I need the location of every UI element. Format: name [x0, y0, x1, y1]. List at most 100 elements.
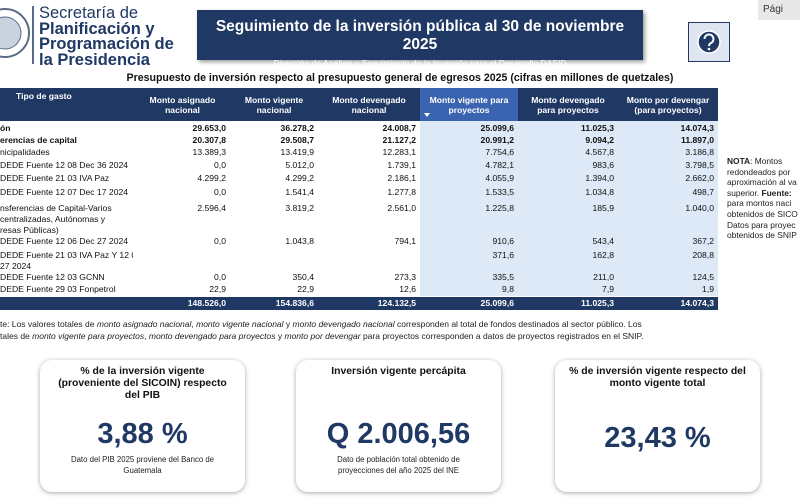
logo-line: Secretaría de: [39, 4, 139, 22]
note-text: Datos para proyec: [727, 219, 796, 230]
cell-value: 7.754,6: [485, 147, 514, 157]
cell-value: 11.897,0: [681, 135, 714, 145]
kpi-card: Inversión vigente percápita Q 2.006,56 Dat…: [296, 360, 501, 492]
note-text: para montos naci: [727, 198, 792, 209]
page-tab[interactable]: Pági: [758, 0, 800, 20]
cell-value: 3.798,5: [685, 160, 714, 170]
footnote-text: monto asignado nacional: [96, 319, 192, 329]
column-header: Monto vigente para proyectos: [420, 88, 518, 121]
cell-value: 1.225,8: [485, 203, 514, 213]
note-line: aproximación al va: [727, 177, 798, 188]
footnote-text: corresponden al total de fondos destinad…: [394, 319, 642, 329]
budget-table: Tipo de gasto Monto asignado nacional Mont…: [0, 88, 718, 310]
cell-value: 5.012,0: [285, 160, 314, 170]
total-bg: [0, 297, 718, 310]
total-value: 11.025,3: [581, 298, 614, 308]
cell-value: 162,8: [592, 250, 614, 260]
note-line: superior. Fuente:: [727, 188, 798, 199]
cell-value: 20.991,2: [480, 135, 514, 145]
total-value: 148.526,0: [187, 298, 226, 308]
cell-value: 7,9: [602, 284, 614, 294]
row-label: DEDE Fuente 21 03 IVA Paz: [0, 173, 110, 183]
help-button[interactable]: [688, 22, 730, 62]
cell-value: 0,0: [214, 272, 226, 282]
cell-value: 910,6: [492, 236, 514, 246]
cell-value: 794,1: [394, 236, 416, 246]
cell-value: 1.739,1: [387, 160, 416, 170]
footnote-line: te: Los valores totales de monto asignad…: [0, 318, 643, 330]
cell-value: 367,2: [692, 236, 714, 246]
row-label: DEDE Fuente 12 07 Dec 17 2024: [0, 187, 129, 197]
note-text: Fuente:: [761, 187, 792, 198]
row-label: resas Públicas): [0, 225, 59, 235]
kpi-title: Inversión vigente percápita: [331, 366, 466, 377]
kpi-card: % de la inversión vigente (proveniente d…: [40, 360, 245, 492]
cell-value: 12.283,1: [382, 147, 416, 157]
title-box: Seguimiento de la inversión pública al 3…: [197, 10, 643, 68]
row-label: ón: [0, 123, 11, 133]
kpi-title: % de la inversión vigente (proveniente d…: [58, 366, 227, 401]
total-value: 25.099,6: [480, 298, 514, 308]
cell-value: 21.127,2: [382, 135, 416, 145]
cell-value: 4.567,8: [585, 147, 614, 157]
kpi-card: % de inversión vigente respecto del mont…: [555, 360, 760, 492]
cell-value: 208,8: [692, 250, 714, 260]
cell-value: 36.278,2: [280, 123, 314, 133]
kpi-value: 3,88 %: [97, 418, 188, 450]
logo-line: la Presidencia: [39, 50, 150, 69]
column-header: Monto asignado nacional: [149, 94, 216, 115]
cell-value: 24.008,7: [382, 123, 416, 133]
cell-value: 1.533,5: [485, 187, 514, 197]
note-text: aproximación al va: [727, 177, 797, 188]
cell-value: 3.819,2: [285, 203, 314, 213]
note-text: NOTA: [727, 156, 751, 166]
kpi-note: Dato de población total obtenido de proy…: [337, 455, 460, 475]
footnote-text: tales de: [0, 331, 33, 341]
note-text: obtenidos de SNIP: [727, 230, 797, 241]
footnote-text: ,: [191, 319, 197, 329]
cell-value: 13.389,3: [192, 147, 226, 157]
footnote-text: te: Los valores totales de: [0, 319, 97, 329]
cell-value: 29.653,0: [192, 123, 226, 133]
cell-value: 1,9: [702, 284, 714, 294]
row-label: DEDE Fuente 12 06 Dec 27 2024: [0, 236, 129, 246]
row-label: nicipalidades: [0, 147, 50, 157]
footnote-line: tales de monto vigente para proyectos, m…: [0, 330, 643, 342]
cell-value: 13.419,9: [280, 147, 314, 157]
total-value: 154.836,6: [275, 298, 314, 308]
note-line: redondeados por: [727, 167, 798, 178]
page-title: Seguimiento de la inversión pública al 3…: [215, 18, 625, 53]
kpi-title: % de inversión vigente respecto del mont…: [569, 366, 746, 389]
cell-value: 4.299,2: [197, 173, 226, 183]
cell-value: 1.277,8: [387, 187, 416, 197]
cell-value: 20.307,8: [192, 135, 226, 145]
row-label: DEDE Fuente 29 03 Fonpetrol: [0, 284, 116, 294]
note-text: superior.: [727, 187, 762, 198]
logo-line: Programación de: [39, 35, 174, 53]
cell-value: 11.025,3: [581, 123, 614, 133]
footnote-text: ,: [144, 331, 149, 341]
cell-value: 2.662,0: [685, 173, 714, 183]
column-header: Monto devengado nacional: [332, 94, 406, 115]
cell-value: 211,0: [593, 272, 614, 282]
total-value: 14.074,3: [680, 298, 714, 308]
cell-value: 3.186,8: [685, 147, 714, 157]
column-header: Monto vigente nacional: [244, 94, 304, 115]
note-line: obtenidos de SNIP: [727, 230, 798, 241]
cell-value: 350,4: [292, 272, 314, 282]
cell-value: 1.541,4: [285, 187, 314, 197]
sort-arrow: [424, 113, 430, 117]
row-label: 27 2024: [0, 261, 32, 271]
kpi-value: Q 2.006,56: [326, 418, 471, 450]
note-text: : Montos: [750, 156, 783, 166]
kpi-value: 23,43 %: [604, 422, 711, 454]
footnote-text: monto devengado para proyectos: [148, 331, 276, 341]
footnote-text: monto vigente nacional: [196, 319, 284, 329]
cell-value: 12,6: [399, 284, 416, 294]
cell-value: 0,0: [214, 160, 226, 170]
cell-value: 1.043,8: [285, 236, 314, 246]
cell-value: 2.596,4: [197, 203, 226, 213]
logo-emblem: [0, 6, 34, 64]
cell-value: 543,4: [592, 236, 614, 246]
